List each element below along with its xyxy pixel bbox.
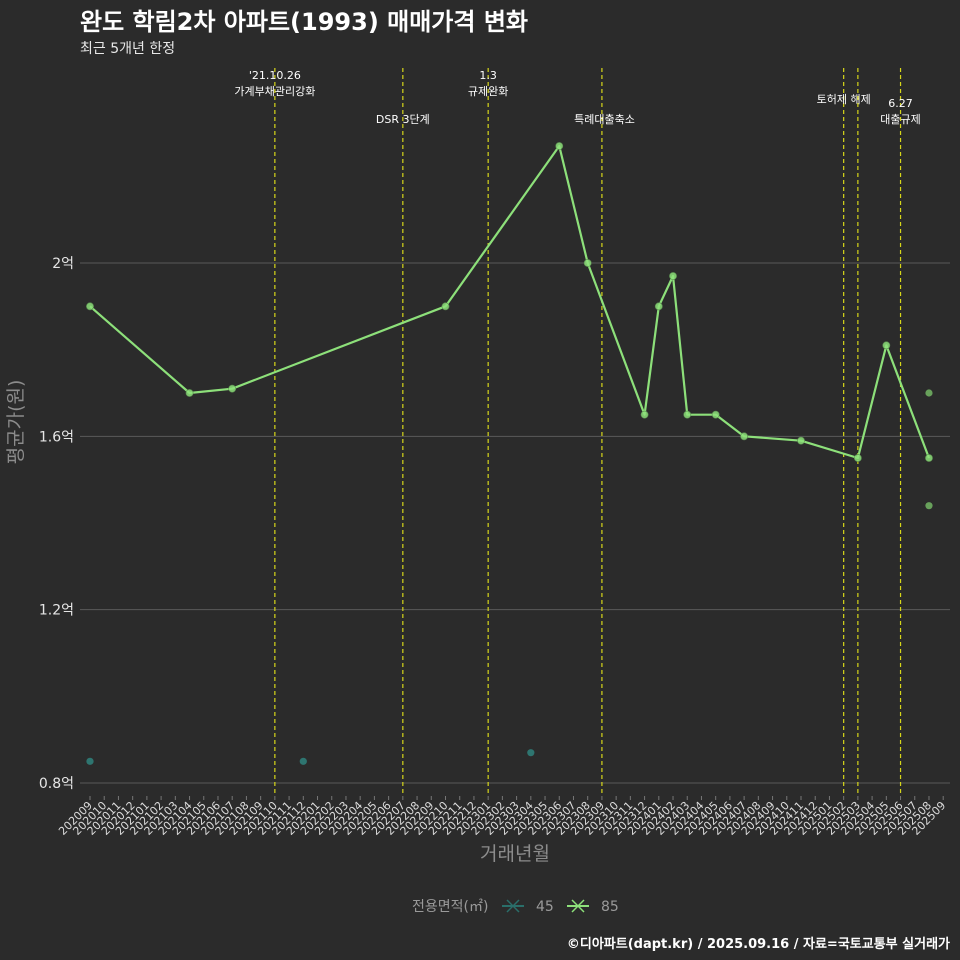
data-point [797, 436, 805, 445]
data-point [640, 410, 649, 419]
legend: 전용면적(㎡) 45 85 [412, 899, 619, 915]
event-label: 가계부채관리강화 [234, 85, 315, 98]
series-layer [86, 142, 933, 765]
legend-title: 전용면적(㎡) [412, 899, 488, 915]
data-point [925, 389, 933, 397]
legend-label-85: 85 [601, 899, 619, 915]
event-label: 규제완화 [468, 85, 508, 98]
data-point [882, 341, 891, 350]
data-point [527, 749, 535, 757]
data-point [683, 410, 692, 419]
y-tick-label: 1.2억 [39, 603, 74, 619]
y-axis: 0.8억 1.2억 1.6억 2억 [39, 256, 74, 792]
data-point [555, 142, 564, 150]
legend-key-cross [506, 899, 520, 913]
chart-subtitle: 최근 5개년 한정 [80, 41, 176, 57]
data-point [925, 502, 933, 510]
data-point [925, 454, 933, 462]
series-line-85 [89, 144, 931, 460]
y-tick-label: 2억 [52, 256, 74, 272]
data-point [299, 757, 307, 765]
grid-layer [80, 262, 950, 784]
event-label: 특례대출축소 [574, 113, 635, 126]
data-point [583, 259, 592, 267]
y-tick-label: 0.8억 [39, 776, 74, 792]
data-point [853, 454, 862, 462]
event-label: '21.10.26 [249, 69, 301, 82]
event-label: 대출규제 [880, 113, 920, 126]
event-label: 6.27 [888, 97, 913, 110]
data-point [185, 389, 194, 397]
data-point [654, 302, 663, 311]
x-axis: 2020092020102020112020122021012021022021… [56, 796, 948, 838]
legend-label-45: 45 [536, 899, 554, 915]
y-axis-title: 평균가(원) [5, 380, 27, 465]
source-credit: ©디아파트(dapt.kr) / 2025.09.16 / 자료=국토교통부 실… [566, 937, 950, 952]
chart-title: 완도 학림2차 아파트(1993) 매매가격 변화 [80, 8, 528, 36]
data-point [228, 384, 237, 393]
y-tick-label: 1.6억 [39, 429, 74, 445]
event-label: 1.3 [479, 69, 497, 82]
data-point [86, 302, 94, 311]
event-label: 토허제 해제 [817, 92, 871, 106]
x-axis-title: 거래년월 [480, 843, 550, 865]
data-point [441, 302, 450, 311]
legend-key-cross [571, 899, 585, 913]
data-point [86, 757, 94, 765]
data-point [740, 432, 749, 441]
event-label: DSR 3단계 [376, 113, 430, 126]
data-point [669, 272, 677, 280]
data-point [711, 410, 720, 419]
